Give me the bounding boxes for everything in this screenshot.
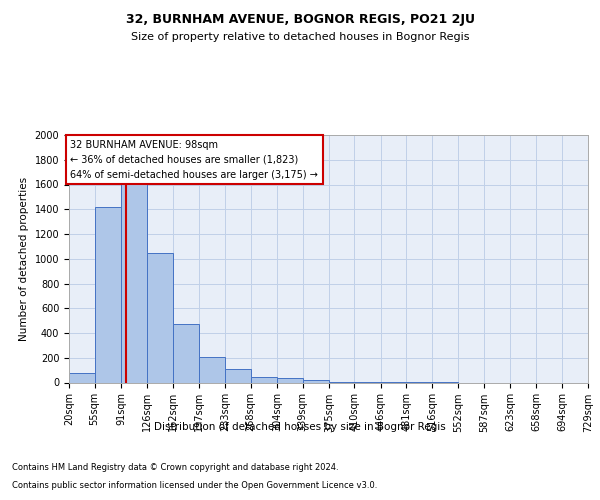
Bar bbox=[173, 324, 199, 382]
Bar bbox=[277, 378, 302, 382]
Text: 32 BURNHAM AVENUE: 98sqm
← 36% of detached houses are smaller (1,823)
64% of sem: 32 BURNHAM AVENUE: 98sqm ← 36% of detach… bbox=[70, 140, 319, 179]
Bar bbox=[302, 380, 329, 382]
Bar bbox=[69, 372, 95, 382]
Bar bbox=[251, 377, 277, 382]
Text: Distribution of detached houses by size in Bognor Regis: Distribution of detached houses by size … bbox=[154, 422, 446, 432]
Bar bbox=[121, 182, 146, 382]
Text: Contains public sector information licensed under the Open Government Licence v3: Contains public sector information licen… bbox=[12, 481, 377, 490]
Y-axis label: Number of detached properties: Number of detached properties bbox=[19, 176, 29, 341]
Bar bbox=[225, 369, 251, 382]
Bar bbox=[95, 207, 121, 382]
Text: 32, BURNHAM AVENUE, BOGNOR REGIS, PO21 2JU: 32, BURNHAM AVENUE, BOGNOR REGIS, PO21 2… bbox=[125, 12, 475, 26]
Text: Size of property relative to detached houses in Bognor Regis: Size of property relative to detached ho… bbox=[131, 32, 469, 42]
Bar bbox=[146, 252, 173, 382]
Text: Contains HM Land Registry data © Crown copyright and database right 2024.: Contains HM Land Registry data © Crown c… bbox=[12, 464, 338, 472]
Bar bbox=[199, 357, 225, 382]
